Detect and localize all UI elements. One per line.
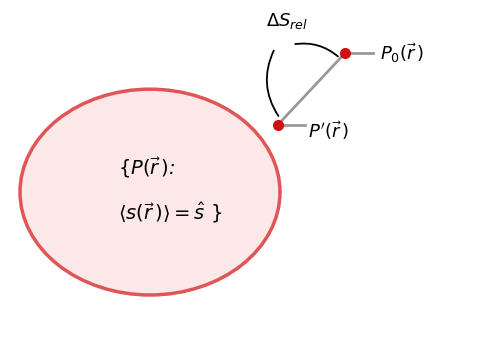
Text: $P_0(\vec{r}\,)$: $P_0(\vec{r}\,)$ [380, 41, 424, 65]
Ellipse shape [20, 89, 280, 295]
Text: $\langle s(\vec{r}\,)\rangle = \hat{s}$ $\}$: $\langle s(\vec{r}\,)\rangle = \hat{s}$ … [118, 200, 222, 225]
Text: $\{P(\vec{r}\,)$:: $\{P(\vec{r}\,)$: [118, 156, 175, 180]
Text: $P'(\vec{r}\,)$: $P'(\vec{r}\,)$ [308, 119, 348, 142]
Text: $\Delta S_{rel}$: $\Delta S_{rel}$ [266, 11, 308, 31]
